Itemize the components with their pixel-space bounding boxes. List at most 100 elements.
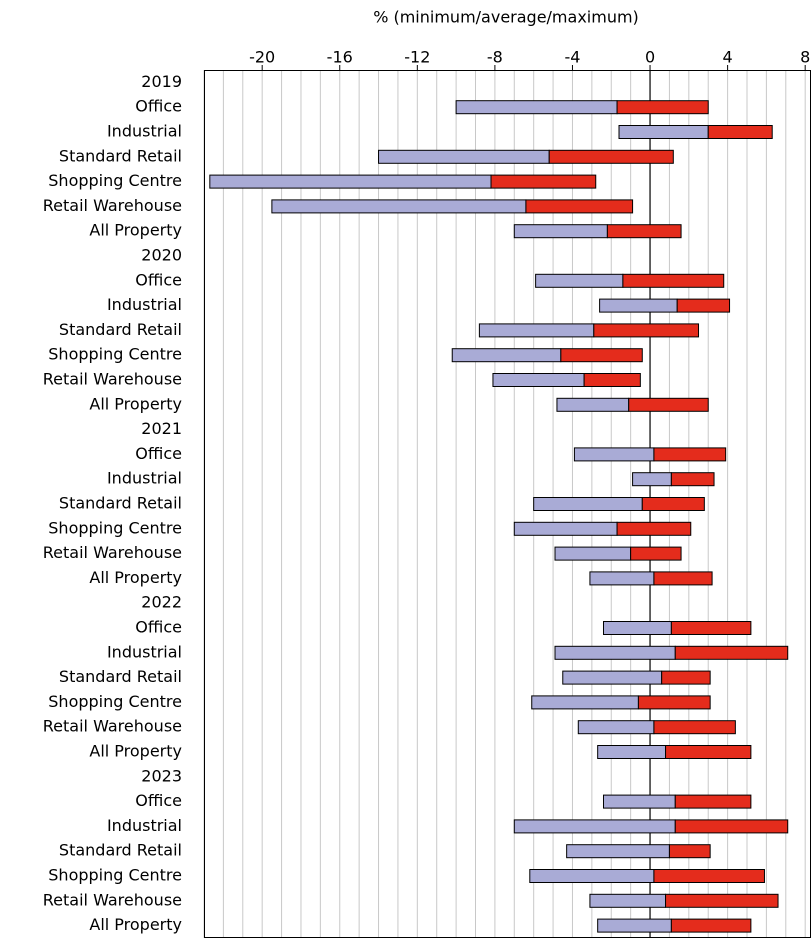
category-label: Standard Retail: [59, 667, 182, 686]
high-bar: [661, 670, 711, 685]
low-bar: [378, 149, 550, 164]
low-bar: [554, 645, 676, 660]
high-bar: [622, 273, 725, 288]
low-bar: [597, 745, 667, 759]
low-bar: [589, 893, 667, 908]
high-bar: [560, 348, 643, 363]
category-label: 2019: [141, 72, 182, 91]
high-bar: [593, 323, 700, 338]
category-label: Shopping Centre: [48, 345, 182, 364]
high-bar: [665, 893, 779, 908]
high-bar: [641, 497, 705, 511]
low-bar: [533, 497, 643, 511]
low-bar: [573, 447, 655, 462]
low-bar: [513, 521, 618, 536]
category-label: Office: [135, 618, 182, 637]
high-bar: [616, 521, 692, 536]
high-bar: [676, 298, 731, 313]
category-label: Industrial: [107, 295, 182, 314]
high-bar: [674, 819, 789, 834]
category-label: All Property: [89, 394, 182, 413]
high-bar: [674, 794, 752, 809]
x-tick-label: -4: [564, 48, 580, 67]
x-tick-label: -8: [487, 48, 503, 67]
category-label: Retail Warehouse: [43, 543, 182, 562]
x-tick-label: 4: [723, 48, 733, 67]
x-tick-label: -16: [327, 48, 353, 67]
category-label: Standard Retail: [59, 146, 182, 165]
high-bar: [653, 571, 713, 586]
high-bar: [670, 918, 752, 933]
low-bar: [599, 298, 678, 313]
high-bar: [525, 199, 634, 214]
low-bar: [271, 199, 527, 214]
high-bar: [548, 149, 674, 164]
category-label: Industrial: [107, 642, 182, 661]
category-label: Industrial: [107, 469, 182, 488]
category-label: Retail Warehouse: [43, 890, 182, 909]
low-bar: [478, 323, 595, 338]
category-label: 2023: [141, 766, 182, 785]
low-bar: [632, 472, 672, 487]
high-bar: [606, 224, 682, 239]
category-label: Standard Retail: [59, 494, 182, 513]
low-bar: [513, 819, 676, 834]
low-bar: [529, 869, 655, 883]
category-label: Shopping Centre: [48, 692, 182, 711]
category-label: Industrial: [107, 122, 182, 141]
low-bar: [492, 373, 585, 387]
category-label: Retail Warehouse: [43, 717, 182, 736]
category-label: 2021: [141, 419, 182, 438]
category-label: Standard Retail: [59, 320, 182, 339]
low-bar: [577, 720, 655, 735]
high-bar: [583, 373, 641, 387]
low-bar: [513, 224, 608, 239]
high-bar: [616, 100, 709, 115]
high-bar: [637, 695, 711, 710]
category-label: Industrial: [107, 816, 182, 835]
x-tick-label: -12: [404, 48, 430, 67]
category-label: Shopping Centre: [48, 866, 182, 885]
low-bar: [562, 670, 663, 685]
low-bar: [455, 100, 618, 115]
category-label: Office: [135, 270, 182, 289]
category-label: Standard Retail: [59, 841, 182, 860]
low-bar: [602, 794, 676, 809]
category-label: Shopping Centre: [48, 171, 182, 190]
category-label: All Property: [89, 915, 182, 934]
category-label: Retail Warehouse: [43, 370, 182, 389]
high-bar: [674, 645, 789, 660]
low-bar: [535, 273, 624, 288]
high-bar: [628, 397, 709, 412]
category-label: All Property: [89, 568, 182, 587]
x-tick-label: 8: [800, 48, 810, 67]
category-label: All Property: [89, 742, 182, 761]
category-label: All Property: [89, 221, 182, 240]
category-label: Office: [135, 444, 182, 463]
high-bar: [665, 745, 752, 759]
category-label: 2020: [141, 246, 182, 265]
low-bar: [618, 125, 709, 139]
low-bar: [556, 397, 630, 412]
category-label: 2022: [141, 593, 182, 612]
high-bar: [653, 447, 727, 462]
low-bar: [554, 546, 632, 561]
high-bar: [670, 621, 752, 635]
x-tick-label: -20: [249, 48, 275, 67]
category-label: Retail Warehouse: [43, 196, 182, 215]
high-bar: [668, 844, 711, 859]
low-bar: [597, 918, 672, 933]
high-bar: [670, 472, 715, 487]
axis-title: % (minimum/average/maximum): [373, 8, 639, 27]
high-bar: [653, 869, 765, 883]
low-bar: [451, 348, 562, 363]
low-bar: [589, 571, 655, 586]
high-bar: [653, 720, 736, 735]
low-bar: [602, 621, 672, 635]
low-bar: [566, 844, 670, 859]
x-tick-label: 0: [645, 48, 655, 67]
high-bar: [630, 546, 682, 561]
category-label: Office: [135, 97, 182, 116]
